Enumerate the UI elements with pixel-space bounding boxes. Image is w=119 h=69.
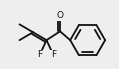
Text: F: F xyxy=(37,50,42,59)
Text: F: F xyxy=(51,50,56,59)
Text: O: O xyxy=(57,11,64,20)
